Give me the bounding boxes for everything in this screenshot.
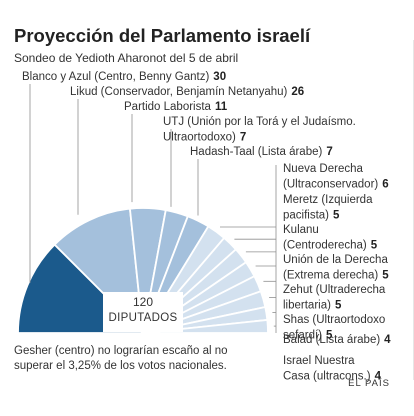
slice-label-5: Hadash-Taal (Lista árabe) 7 [190, 146, 333, 158]
slice-value-9: 5 [382, 270, 389, 282]
chart-labels: Blanco y Azul (Centro, Benny Gantz) 30 Lik… [22, 71, 391, 383]
chart-leader-lines [29, 84, 277, 333]
slice-value-4: 7 [240, 132, 246, 144]
source-credit: EL PAÍS [348, 378, 390, 389]
slice-label-13: Israel Nuestra Casa (ultracons.) 4 [283, 355, 382, 383]
slice-label-4: UTJ (Unión por la Torá y el Judaísmo. Ult… [163, 116, 356, 144]
slice-label-1: Blanco y Azul (Centro, Benny Gantz) 30 [22, 71, 226, 83]
chart-subtitle: Sondeo de Yedioth Aharonot del 5 de abri… [14, 51, 239, 65]
slice-value-3: 11 [215, 101, 228, 113]
slice-value-1: 30 [213, 71, 226, 83]
slice-label-3: Partido Laborista 11 [124, 101, 228, 113]
slice-label-11: Shas (Ultraortodoxo sefardí) 5 [283, 314, 385, 342]
center-label: DIPUTADOS [109, 312, 178, 324]
slice-value-5: 7 [326, 146, 332, 158]
slice-value-13: 4 [375, 371, 382, 383]
center-label-backdrop [103, 292, 183, 332]
slice-value-7: 5 [333, 210, 340, 222]
slice-value-8: 5 [371, 240, 378, 252]
slice-value-10: 5 [335, 300, 342, 312]
slice-label-2: Likud (Conservador, Benjamín Netanyahu) 2… [70, 86, 304, 98]
slice-label-10: Zehut (Ultraderecha libertaria) 5 [283, 284, 386, 312]
slice-value-12: 4 [384, 334, 391, 346]
slice-label-6: Nueva Derecha (Ultraconservador) 6 [283, 163, 389, 191]
slice-label-8: Kulanu (Centroderecha) 5 [283, 224, 378, 252]
slice-label-12: Balad (Lista árabe) 4 [283, 334, 391, 346]
slice-value-11: 5 [326, 330, 333, 342]
center-total: 120 [133, 295, 153, 309]
slice-value-6: 6 [382, 179, 388, 191]
slice-label-9: Unión de la Derecha (Extrema derecha) 5 [283, 254, 389, 282]
chart-title: Proyección del Parlamento israelí [14, 25, 311, 46]
footnote: Gesher (centro) no lograrían escaño al n… [14, 345, 228, 372]
slice-value-2: 26 [291, 86, 304, 98]
slice-label-7: Meretz (Izquierda pacifista) 5 [283, 194, 373, 222]
